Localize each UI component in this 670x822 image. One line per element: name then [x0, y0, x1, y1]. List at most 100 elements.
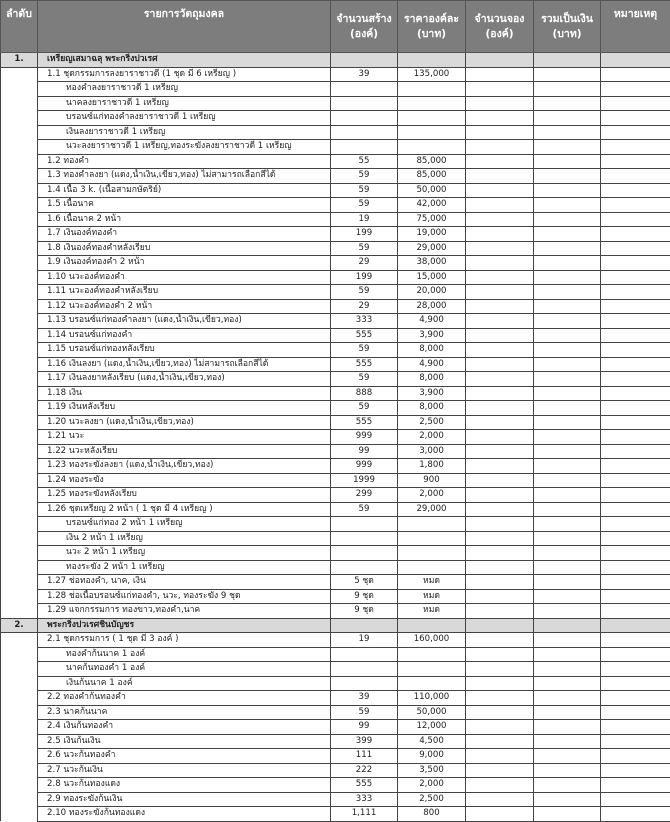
price-per-unit: 29,000 [398, 502, 466, 517]
total-amount [534, 633, 601, 648]
price-per-unit: 8,000 [398, 343, 466, 358]
item-label: 2.8 นวะก้นทองแดง [38, 778, 331, 793]
number-cell [1, 807, 38, 822]
total-amount [534, 227, 601, 242]
number-cell [1, 575, 38, 590]
total-amount [534, 270, 601, 285]
total-amount [534, 676, 601, 691]
item-label: 1.8 เงินองค์ทองคำหลังเรียบ [38, 241, 331, 256]
table-header: ลำดับ รายการวัตถุมงคล จำนวนสร้าง(องค์) ร… [1, 1, 670, 53]
total-amount [534, 720, 601, 735]
qty-built [331, 662, 398, 677]
qty-reserved [466, 444, 534, 459]
total-amount [534, 154, 601, 169]
note [601, 749, 670, 764]
total-amount [534, 343, 601, 358]
qty-built [331, 517, 398, 532]
price-per-unit: 85,000 [398, 154, 466, 169]
number-cell [1, 227, 38, 242]
section-row: 1.เหรียญเสมาฉลุ พระกริ่งปวเรศ [1, 53, 670, 68]
note [601, 647, 670, 662]
qty-reserved [466, 415, 534, 430]
item-label: 2.4 เงินก้นทองคำ [38, 720, 331, 735]
price-per-unit: 2,000 [398, 488, 466, 503]
item-label: 1.21 นวะ [38, 430, 331, 445]
number-cell [1, 459, 38, 474]
number-cell [1, 183, 38, 198]
number-cell [1, 488, 38, 503]
price-per-unit [398, 531, 466, 546]
sub-item-row: ทองระฆัง 2 หน้า 1 เหรียญ [1, 560, 670, 575]
price-per-unit [398, 647, 466, 662]
header-item: รายการวัตถุมงคล [38, 1, 331, 53]
number-cell [1, 662, 38, 677]
qty-built: 99 [331, 720, 398, 735]
qty-built: 59 [331, 372, 398, 387]
number-cell [1, 560, 38, 575]
qty-reserved [466, 96, 534, 111]
total-amount [534, 473, 601, 488]
total-amount [534, 111, 601, 126]
price-per-unit: 900 [398, 473, 466, 488]
total-amount [534, 125, 601, 140]
item-label: 1.9 เงินองค์ทองคำ 2 หน้า [38, 256, 331, 271]
note [601, 285, 670, 300]
note [601, 241, 670, 256]
number-cell [1, 633, 38, 648]
item-label: 2.2 ทองคำก้นทองคำ [38, 691, 331, 706]
item-label: นวะลงยาราชาวดี 1 เหรียญ,ทองระฆังลงยาราชา… [38, 140, 331, 155]
price-per-unit: 12,000 [398, 720, 466, 735]
header-note: หมายเหตุ [601, 1, 670, 53]
qty-reserved [466, 662, 534, 677]
qty-built [331, 125, 398, 140]
price-per-unit: 50,000 [398, 183, 466, 198]
sub-item-row: บรอนซ์แก่ทองคำลงยาราชาวดี 1 เหรียญ [1, 111, 670, 126]
qty-reserved [466, 633, 534, 648]
number-cell [1, 256, 38, 271]
price-per-unit: หมด [398, 589, 466, 604]
price-per-unit [398, 96, 466, 111]
qty-built: 19 [331, 633, 398, 648]
empty-cell [601, 53, 670, 68]
qty-reserved [466, 372, 534, 387]
number-cell [1, 140, 38, 155]
header-price-line2: (บาท) [417, 28, 446, 40]
qty-built: 99 [331, 444, 398, 459]
item-label: 1.26 ชุดเหรียญ 2 หน้า ( 1 ชุด มี 4 เหรีย… [38, 502, 331, 517]
sub-item-row: นวะลงยาราชาวดี 1 เหรียญ,ทองระฆังลงยาราชา… [1, 140, 670, 155]
number-cell [1, 111, 38, 126]
note [601, 531, 670, 546]
qty-reserved [466, 647, 534, 662]
item-label: 1.11 นวะองค์ทองคำหลังเรียบ [38, 285, 331, 300]
qty-reserved [466, 604, 534, 619]
note [601, 763, 670, 778]
item-label: เงินลงยาราชาวดี 1 เหรียญ [38, 125, 331, 140]
total-amount [534, 734, 601, 749]
price-per-unit: 1,800 [398, 459, 466, 474]
table-row: 1.1 ชุดกรรมการลงยาราชาวดี (1 ชุด มี 6 เห… [1, 67, 670, 82]
qty-built [331, 111, 398, 126]
qty-reserved [466, 183, 534, 198]
price-per-unit: 75,000 [398, 212, 466, 227]
qty-built [331, 82, 398, 97]
item-label: 2.10 ทองระฆังก้นทองแดง [38, 807, 331, 822]
empty-cell [466, 618, 534, 633]
header-price: ราคาองค์ละ(บาท) [398, 1, 466, 53]
qty-built: 555 [331, 357, 398, 372]
number-cell [1, 212, 38, 227]
number-cell [1, 691, 38, 706]
item-label: 2.7 นวะก้นเงิน [38, 763, 331, 778]
note [601, 807, 670, 822]
qty-reserved [466, 169, 534, 184]
qty-built: 59 [331, 705, 398, 720]
qty-built: 1999 [331, 473, 398, 488]
total-amount [534, 502, 601, 517]
